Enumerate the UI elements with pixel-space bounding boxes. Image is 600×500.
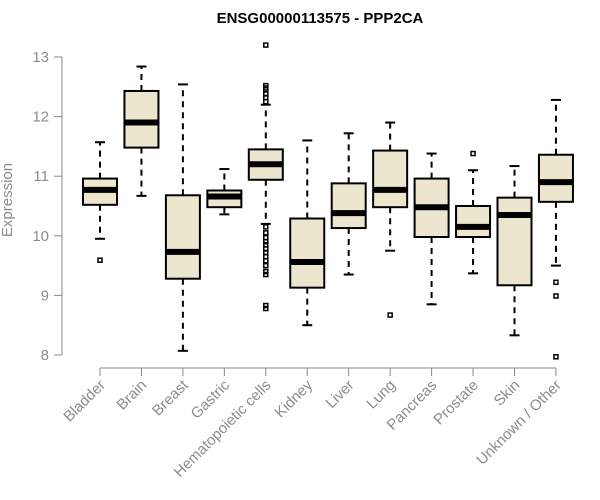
outlier-point (553, 279, 559, 286)
box-group (123, 65, 160, 197)
outlier-point (387, 312, 393, 318)
box-iqr (455, 205, 492, 238)
outlier-point (263, 305, 269, 312)
outlier-point (263, 94, 269, 101)
box-iqr (496, 196, 533, 287)
box-group (455, 150, 492, 275)
y-tick-label: 11 (33, 168, 49, 185)
outlier-point (263, 302, 269, 309)
x-tick-label: Prostate (430, 377, 482, 429)
x-tick-label: Lung (363, 377, 399, 413)
box-group (206, 168, 243, 216)
outlier-point (263, 249, 269, 256)
outlier-point (470, 150, 476, 157)
outlier-point (553, 293, 559, 299)
y-tick-label: 13 (32, 49, 49, 66)
box-group (496, 165, 533, 337)
x-tick-label: Brain (113, 377, 150, 414)
box-group (247, 42, 284, 312)
box-iqr (123, 89, 160, 149)
outlier-point (263, 230, 269, 236)
outlier-point (263, 262, 269, 269)
outlier-point (263, 253, 269, 260)
box-group (372, 121, 409, 318)
box-iqr (289, 217, 326, 289)
box-group (537, 98, 574, 360)
x-tick-label: Kidney (272, 376, 317, 421)
outlier-point (263, 258, 269, 264)
box-group (289, 139, 326, 327)
outlier-point (263, 271, 269, 278)
box-iqr (164, 194, 201, 280)
x-tick-label: Breast (149, 376, 192, 419)
chart-title: ENSG00000113575 - PPP2CA (217, 10, 424, 27)
outlier-point (263, 98, 269, 105)
box-series (82, 42, 574, 360)
y-axis-ticks: 8 9 10 11 12 13 (32, 49, 62, 364)
outlier-point (263, 234, 269, 241)
y-axis-label: Expression (0, 163, 16, 237)
box-group (330, 132, 367, 276)
outlier-point (553, 354, 559, 360)
outlier-point (263, 42, 269, 48)
box-group (82, 141, 118, 263)
outlier-point (263, 268, 269, 275)
box-group (164, 83, 201, 352)
y-tick-label: 10 (32, 228, 49, 245)
x-tick-label: Bladder (60, 377, 109, 426)
box-iqr (537, 153, 574, 203)
box-iqr (372, 149, 409, 209)
outlier-point (263, 241, 269, 248)
outlier-point (97, 257, 103, 263)
outlier-point (263, 239, 269, 245)
box-group (413, 152, 450, 306)
x-tick-label: Skin (491, 377, 524, 410)
x-tick-label: Liver (323, 377, 358, 412)
box-iqr (330, 182, 367, 230)
outlier-point (263, 224, 269, 230)
y-tick-label: 12 (32, 109, 49, 126)
y-tick-label: 9 (41, 287, 49, 304)
y-tick-label: 8 (41, 347, 49, 364)
